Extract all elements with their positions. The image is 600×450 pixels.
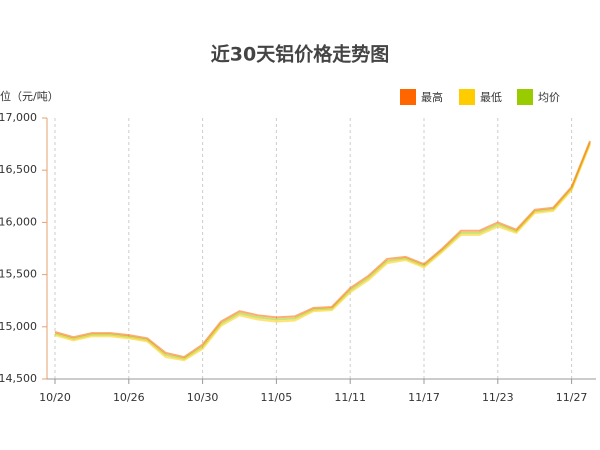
x-tick-label: 11/11	[334, 391, 366, 404]
legend-label: 最高	[421, 90, 443, 104]
y-tick-label: 16,500	[0, 163, 37, 176]
y-tick-label: 14,500	[0, 372, 37, 385]
legend-swatch	[400, 89, 416, 105]
y-axis-label: 单位（元/吨）	[0, 89, 59, 103]
x-tick-label: 11/23	[482, 391, 514, 404]
chart-title: 近30天铝价格走势图	[211, 43, 389, 66]
series-line	[54, 140, 591, 359]
legend-label: 最低	[480, 91, 502, 104]
x-tick-label: 10/20	[39, 391, 71, 404]
legend-swatch	[459, 89, 475, 105]
y-tick-label: 15,000	[0, 320, 37, 333]
x-tick-label: 11/17	[408, 391, 440, 404]
x-tick-label: 11/27	[556, 391, 588, 404]
legend-label: 均价	[538, 91, 560, 104]
y-tick-label: 17,000	[0, 111, 37, 124]
x-tick-label: 11/05	[261, 391, 293, 404]
y-tick-label: 15,500	[0, 268, 37, 281]
legend-swatch	[517, 89, 533, 105]
x-tick-label: 10/26	[113, 391, 145, 404]
series-line	[54, 143, 591, 362]
y-tick-label: 16,000	[0, 215, 37, 228]
series-line	[54, 142, 591, 360]
x-tick-label: 10/30	[187, 391, 219, 404]
